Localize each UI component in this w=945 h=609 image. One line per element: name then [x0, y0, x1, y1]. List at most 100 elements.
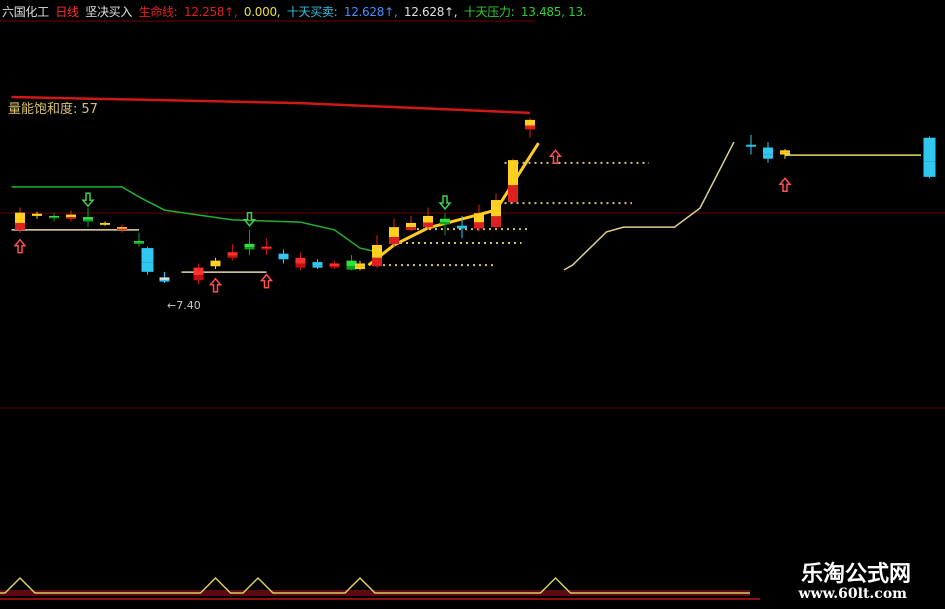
candle-body	[134, 242, 144, 244]
candle-body	[261, 246, 272, 249]
watermark-url: www.60lt.com	[798, 586, 907, 602]
candle-body	[193, 267, 204, 276]
candle-body	[355, 263, 365, 267]
candle-body	[780, 152, 790, 155]
candle-body	[389, 237, 399, 244]
candle-body	[389, 227, 399, 238]
candle-body	[763, 154, 773, 159]
candle-body	[66, 217, 76, 219]
candle-body	[457, 227, 467, 229]
buy-arrow-icon	[208, 277, 223, 293]
candle-body	[227, 255, 238, 258]
candle-body	[83, 219, 93, 222]
candle-body	[100, 224, 110, 225]
buy-arrow-icon	[778, 177, 792, 192]
buy-arrow-icon	[548, 149, 563, 165]
candle-body	[372, 257, 382, 267]
dotted-levels	[377, 161, 649, 267]
sell-arrow-icon	[81, 192, 95, 208]
indicator-line	[0, 576, 750, 594]
candle-body	[491, 200, 501, 217]
volume-saturation-text: 量能饱和度:	[8, 101, 77, 117]
candle-body	[329, 263, 340, 266]
chart-header: 六国化工 日线 坚决买入 生命线: 12.258↑, 0.000, 十天买卖: …	[2, 3, 589, 20]
volume-saturation-value: 57	[81, 102, 98, 117]
candle-body	[457, 225, 467, 228]
candle-body	[474, 222, 484, 229]
candle-body	[100, 222, 110, 225]
candle-body	[474, 213, 484, 223]
ten-day-trade-label: 十天买卖:	[286, 5, 338, 19]
candle-body	[141, 248, 154, 263]
buy-arrow-icon	[259, 273, 274, 289]
candle-body	[491, 216, 501, 228]
signal-arrows	[13, 149, 792, 293]
bottom-indicator	[0, 576, 750, 596]
candle-body	[423, 222, 433, 228]
candle-body	[15, 212, 25, 223]
right-curve	[563, 141, 735, 271]
candle-body	[117, 228, 127, 230]
candle-body	[49, 217, 59, 219]
ten-day-pressure-value: 13.485, 13.	[520, 5, 587, 19]
buy-arrow-icon	[13, 238, 27, 254]
candle-body	[32, 215, 42, 216]
candle-body	[117, 227, 127, 229]
candle-body	[355, 266, 365, 270]
lifeline-value-2: 0.000,	[243, 5, 281, 19]
candle-body	[278, 253, 289, 258]
candle-body	[295, 257, 306, 264]
watermark-title: 乐淘公式网	[800, 561, 911, 587]
candle-body	[159, 277, 170, 280]
candle-body	[210, 264, 221, 267]
candle-body	[49, 215, 59, 218]
ten-day-trade-value-2: 12.628↑,	[403, 5, 458, 19]
indicator-lines	[11, 95, 921, 273]
candles	[15, 118, 936, 285]
lifeline-value: 12.258↑,	[183, 5, 238, 19]
candle-body	[312, 265, 323, 268]
candle-body	[346, 266, 357, 270]
candle-body	[372, 245, 382, 258]
candle-body	[329, 265, 340, 268]
candle-body	[525, 119, 535, 126]
candle-body	[244, 247, 255, 250]
candle-body	[440, 218, 450, 223]
sell-arrow-icon	[242, 212, 257, 227]
candle-body	[312, 262, 323, 266]
candle-body	[83, 217, 93, 220]
candle-body	[440, 222, 450, 225]
ten-day-line	[11, 186, 378, 253]
candle-body	[508, 185, 518, 202]
candle-body	[923, 161, 936, 177]
pressure-line	[11, 95, 531, 115]
candle-body	[406, 222, 416, 228]
candle-body	[295, 263, 306, 268]
low-price-annotation: ←7.40	[167, 299, 201, 312]
volume-saturation-label: 量能饱和度: 57	[8, 101, 98, 117]
candle-body	[508, 160, 518, 186]
candle-body	[746, 144, 756, 146]
period-label[interactable]: 日线	[55, 5, 79, 19]
ten-day-pressure-label: 十天压力:	[463, 5, 515, 19]
candle-body	[141, 262, 154, 272]
candle-body	[210, 260, 221, 265]
candle-body	[193, 275, 204, 281]
candle-body	[423, 215, 433, 223]
candle-body	[346, 260, 357, 267]
candle-body	[923, 137, 936, 162]
sell-arrow-icon	[438, 195, 452, 211]
lifeline-label: 生命线:	[138, 5, 178, 19]
candle-body	[159, 279, 170, 282]
candle-body	[261, 248, 272, 250]
stock-name[interactable]: 六国化工	[2, 5, 49, 19]
candle-body	[244, 243, 255, 248]
candle-body	[406, 227, 416, 230]
candle-body	[278, 257, 289, 260]
candle-body	[746, 145, 756, 147]
candle-body	[32, 213, 42, 216]
candle-body	[763, 147, 773, 155]
candle-body	[227, 252, 238, 256]
candle-body	[134, 241, 144, 243]
